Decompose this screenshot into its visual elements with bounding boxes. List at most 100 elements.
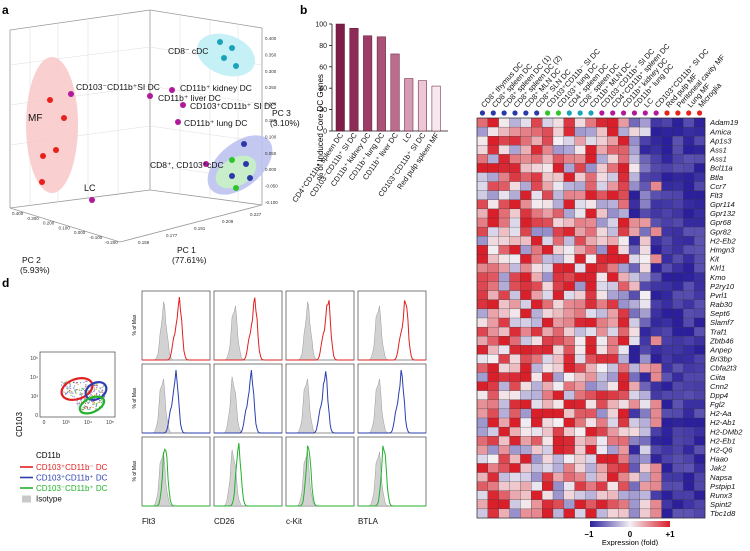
heatmap-cell xyxy=(563,454,575,464)
heatmap-cell xyxy=(487,372,499,382)
heatmap-cell xyxy=(476,299,489,310)
heatmap-cell xyxy=(509,445,521,455)
heatmap-cell xyxy=(596,426,608,437)
scatter-xtick: 0 xyxy=(43,420,46,426)
heatmap-cell xyxy=(531,245,543,255)
gene-label: Anpep xyxy=(709,346,732,355)
heatmap-cell xyxy=(618,290,630,301)
flow-dot xyxy=(84,408,86,410)
gene-label: Hmgn3 xyxy=(710,246,735,255)
heatmap-cell xyxy=(509,481,521,491)
heatmap-cell xyxy=(563,372,575,382)
heatmap-cell xyxy=(683,117,695,128)
heatmap-cell xyxy=(618,154,630,164)
heatmap-cell xyxy=(683,190,695,201)
heatmap-cell xyxy=(607,436,619,446)
heatmap-cell xyxy=(639,454,651,464)
heatmap-cell xyxy=(672,381,684,391)
heatmap-cell xyxy=(574,426,586,437)
heatmap-cell xyxy=(639,145,651,155)
heatmap-cell xyxy=(574,499,586,510)
heatmap-cell xyxy=(596,172,608,182)
heatmap-cell xyxy=(596,336,608,346)
heatmap-cell xyxy=(542,317,554,328)
heatmap-cell xyxy=(694,272,706,282)
heatmap-cell xyxy=(509,345,521,355)
heatmap-cell xyxy=(661,281,673,291)
gene-label: Ccr7 xyxy=(710,182,727,191)
heatmap-cell xyxy=(618,436,630,446)
heatmap-cell xyxy=(487,390,499,401)
heatmap-cell xyxy=(607,308,619,319)
heatmap-cell xyxy=(596,236,608,246)
heatmap-cell xyxy=(498,217,510,228)
flow-dot xyxy=(88,395,90,398)
heatmap-cell xyxy=(650,236,662,246)
heatmap-cell xyxy=(552,254,565,264)
heatmap-cell xyxy=(487,154,499,164)
scatter-ytick: 10⁴ xyxy=(30,375,38,381)
gene-label: Kit xyxy=(710,255,720,264)
heatmap-cell xyxy=(520,454,532,464)
heatmap-cell xyxy=(520,445,532,455)
heatmap-cell xyxy=(618,381,630,391)
flow-dot xyxy=(96,403,98,405)
heatmap-cell xyxy=(563,281,575,291)
gene-label: Zbtb46 xyxy=(709,336,734,345)
flow-dot xyxy=(87,408,89,410)
gene-label: Cbfa2t3 xyxy=(710,364,737,373)
heatmap-cell xyxy=(596,181,608,191)
heatmap-cell xyxy=(628,172,641,182)
heatmap-cell xyxy=(650,508,662,519)
heatmap-cell xyxy=(574,163,586,173)
heatmap-cell xyxy=(552,263,565,273)
heatmap-cell xyxy=(552,463,565,473)
heatmap-cell xyxy=(585,226,597,237)
heatmap-color-scale xyxy=(590,521,670,527)
heatmap-cell xyxy=(585,499,597,510)
heatmap-cell xyxy=(618,236,630,246)
heatmap-cell xyxy=(574,217,586,228)
heatmap-cell xyxy=(683,281,695,291)
heatmap-cell xyxy=(585,245,597,255)
heatmap-cell xyxy=(596,363,608,373)
flow-dot xyxy=(102,400,104,402)
flow-dot xyxy=(85,386,87,388)
heatmap-cell xyxy=(498,154,510,164)
flow-dot xyxy=(89,393,91,395)
gene-label: Spint2 xyxy=(710,500,732,509)
heatmap-cell xyxy=(683,354,695,364)
histogram-column-label: CD26 xyxy=(214,517,235,526)
heatmap-cell xyxy=(628,126,641,137)
heatmap-cell xyxy=(552,236,565,246)
heatmap-cell xyxy=(574,345,586,355)
heatmap-cell xyxy=(520,408,532,419)
pc3-pct: (3.10%) xyxy=(270,118,300,128)
heatmap-cell xyxy=(531,426,543,437)
pca-point xyxy=(229,45,235,51)
heatmap-cell xyxy=(509,136,521,146)
scale-mid: 0 xyxy=(628,530,633,539)
heatmap-cell xyxy=(509,217,521,228)
heatmap-cell xyxy=(585,281,597,291)
flow-dot xyxy=(95,408,97,410)
heatmap-cell xyxy=(487,163,499,173)
heatmap-cell xyxy=(498,490,510,501)
gene-label: Runx3 xyxy=(710,491,733,500)
heatmap-cell xyxy=(563,254,575,264)
heatmap-cell xyxy=(487,254,499,264)
heatmap-cell xyxy=(552,308,565,319)
heatmap-cell xyxy=(683,481,695,491)
heatmap-cell xyxy=(563,381,575,391)
heatmap-cell xyxy=(585,354,597,364)
heatmap-cell xyxy=(661,308,673,319)
heatmap-cell xyxy=(683,417,695,428)
heatmap-cell xyxy=(661,117,673,128)
heatmap-cell xyxy=(694,490,706,501)
heatmap-cell xyxy=(618,481,630,491)
gene-label: H2-Ab1 xyxy=(710,418,736,427)
heatmap-cell xyxy=(607,190,619,201)
label-cd8pos: CD8⁺, CD103⁺cDC xyxy=(150,160,224,170)
heatmap-cell xyxy=(607,263,619,273)
heatmap-cell xyxy=(628,117,641,128)
